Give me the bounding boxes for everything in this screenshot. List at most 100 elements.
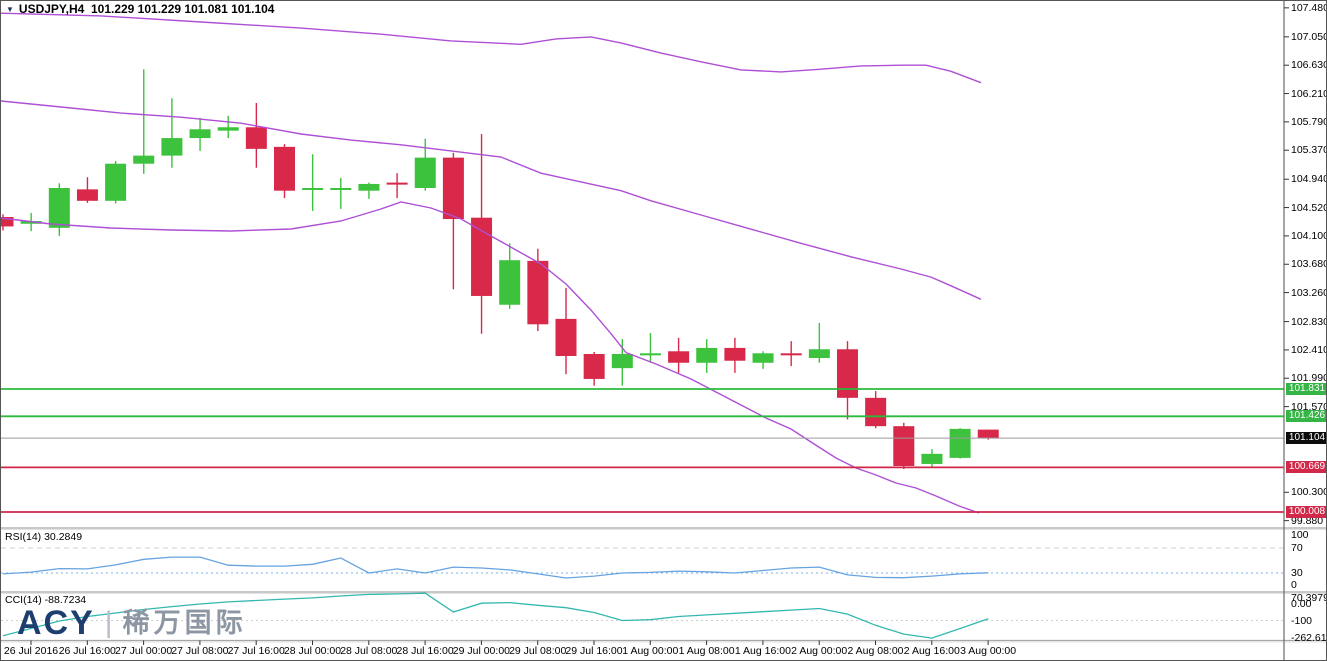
indicator-axis-label: 0: [1291, 579, 1297, 591]
cci-indicator-label: CCI(14) -88.7234: [5, 594, 87, 606]
candle-body-up: [949, 428, 971, 458]
indicator-axis-label: -100: [1291, 614, 1313, 627]
candle-body-up: [752, 353, 774, 363]
time-axis-label: 1 Aug 08:00: [678, 645, 735, 657]
time-axis-label: 26 Jul 2016: [3, 645, 59, 657]
brand-watermark: ACY | 稀万国际: [17, 603, 247, 643]
candle-body-up: [499, 260, 521, 305]
candle-body-down: [76, 189, 98, 201]
price-badge-black: 101.104: [1286, 432, 1326, 445]
candle-body-up: [48, 187, 70, 228]
chart-title: ▼ USDJPY,H4 101.229 101.229 101.081 101.…: [6, 2, 274, 16]
candle-body-down: [442, 157, 464, 220]
price-badge-red: 100.008: [1286, 506, 1326, 518]
candle-body-down: [471, 217, 493, 296]
candle-body-down: [668, 351, 690, 363]
candle-body-up: [20, 221, 42, 224]
symbol-period-label: USDJPY,H4: [18, 2, 85, 16]
time-axis-label: 1 Aug 00:00: [622, 645, 679, 657]
time-axis-label: 3 Aug 00:00: [960, 645, 1017, 657]
candle-body-down: [386, 182, 408, 185]
price-axis-label: 103.260: [1291, 286, 1327, 299]
candle-body-down: [865, 397, 887, 427]
axis-frame: [30, 1, 1289, 660]
time-axis-label: 2 Aug 16:00: [903, 645, 960, 657]
price-axis-label: 107.050: [1291, 30, 1327, 43]
time-axis-label: 29 Jul 00:00: [452, 645, 510, 657]
price-axis-label: 107.480: [1291, 1, 1327, 14]
time-axis-label: 28 Jul 00:00: [283, 645, 342, 657]
candle-body-down: [245, 127, 267, 149]
price-axis-label: 101.570: [1291, 400, 1327, 413]
candle-body-down: [837, 349, 858, 398]
bollinger-bands-layer: [1, 12, 982, 514]
panel-separators: [1, 527, 1326, 643]
time-axis-label: 1 Aug 16:00: [734, 645, 791, 657]
price-axis-label: 102.830: [1291, 315, 1327, 328]
indicator-axis-label: 30: [1291, 567, 1303, 579]
time-axis-label: 28 Jul 08:00: [340, 645, 398, 657]
time-axis-label: 26 Jul 16:00: [58, 645, 116, 657]
candle-body-down: [724, 347, 746, 361]
candle-body-up: [358, 183, 380, 191]
time-axis-label: 29 Jul 16:00: [565, 645, 623, 657]
time-axis-label: 29 Jul 08:00: [509, 645, 567, 657]
candle-body-down: [1, 217, 14, 227]
candle-body-up: [808, 349, 830, 359]
candle-body-up: [302, 187, 324, 191]
candle-body-down: [780, 353, 802, 356]
brand-name-chinese: 稀万国际: [122, 608, 247, 638]
indicator-axis-label: 70.3979: [1291, 592, 1327, 604]
indicator-axis-label: 0.00: [1291, 598, 1312, 610]
time-axis-label: 28 Jul 16:00: [396, 645, 454, 657]
price-badge-red: 100.669: [1286, 461, 1326, 474]
cci-layer: [2, 592, 989, 639]
ohlc-values-label: 101.229 101.229 101.081 101.104: [90, 2, 275, 16]
rsi-line: [2, 556, 989, 579]
price-axis-label: 104.100: [1291, 229, 1327, 242]
cci-line: [2, 592, 989, 639]
price-axis-label: 104.940: [1291, 173, 1327, 186]
candle-body-up: [217, 127, 239, 131]
price-axis-label: 104.520: [1291, 201, 1327, 214]
time-axis-label: 27 Jul 00:00: [114, 645, 173, 657]
price-badge-green: 101.831: [1286, 383, 1326, 395]
price-axis-label: 106.630: [1291, 59, 1327, 72]
candle-body-down: [977, 429, 999, 439]
candle-body-up: [414, 157, 436, 188]
indicator-axis-label: -262.6143: [1291, 632, 1327, 644]
candle-body-down: [527, 260, 549, 325]
candle-body-up: [189, 129, 211, 139]
candle-body-up: [611, 353, 633, 369]
bollinger-middle-line: [1, 100, 982, 300]
candle-body-up: [921, 453, 943, 464]
time-axis-label: 27 Jul 16:00: [227, 645, 285, 657]
rsi-indicator-label: RSI(14) 30.2849: [5, 531, 83, 543]
bollinger-upper-line: [1, 12, 982, 84]
price-axis-label: 100.300: [1291, 486, 1327, 499]
hlines-layer: [1, 388, 1284, 513]
title-spacer: [84, 2, 91, 16]
rsi-layer: [2, 556, 989, 579]
candle-body-up: [330, 187, 352, 190]
brand-divider: |: [104, 606, 113, 639]
candle-body-down: [274, 146, 295, 191]
candles-layer: [1, 69, 999, 470]
price-axis-label: 105.370: [1291, 144, 1327, 157]
candle-body-up: [696, 347, 718, 363]
candle-body-down: [555, 318, 577, 357]
indicator-axis-label: 70: [1291, 542, 1303, 554]
time-axis-label: 27 Jul 08:00: [171, 645, 229, 657]
candle-body-up: [161, 138, 183, 156]
time-axis-label: 2 Aug 08:00: [847, 645, 904, 657]
bollinger-lower-line: [1, 201, 980, 514]
candle-body-up: [133, 155, 155, 164]
brand-logo-acy: ACY: [17, 604, 95, 642]
price-axis-label: 102.410: [1291, 343, 1327, 356]
symbol-dropdown-icon[interactable]: ▼: [6, 4, 14, 14]
price-axis-label: 106.210: [1291, 87, 1327, 100]
price-badge-green: 101.426: [1286, 410, 1326, 423]
price-axis-label: 101.990: [1291, 372, 1327, 385]
